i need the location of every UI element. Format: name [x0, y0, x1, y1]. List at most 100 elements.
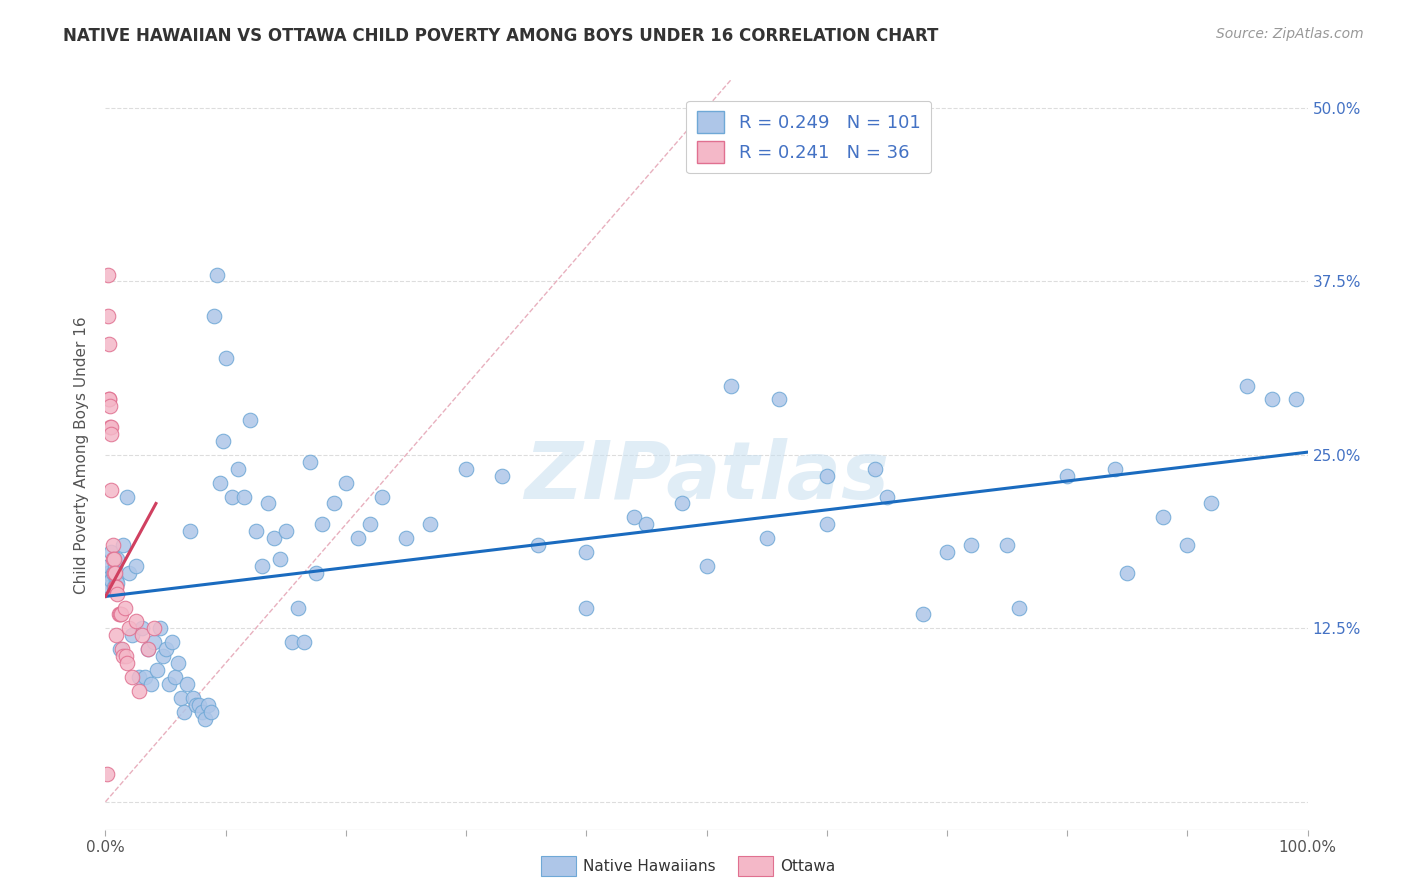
Point [200, 705, 222, 719]
Point [212, 434, 235, 448]
Point [98, 392, 121, 407]
Point [118, 621, 141, 635]
Point [232, 490, 254, 504]
Point [105, 580, 128, 594]
Point [98, 558, 121, 573]
Point [720, 378, 742, 392]
Point [103, 552, 125, 566]
Point [197, 698, 219, 712]
Point [131, 621, 153, 635]
Point [142, 635, 165, 649]
Text: NATIVE HAWAIIAN VS OTTAWA CHILD POVERTY AMONG BOYS UNDER 16 CORRELATION CHART: NATIVE HAWAIIAN VS OTTAWA CHILD POVERTY … [63, 27, 939, 45]
Point [142, 621, 165, 635]
Point [112, 649, 135, 664]
Point [281, 635, 304, 649]
Point [911, 607, 934, 622]
Point [121, 670, 143, 684]
Point [263, 531, 285, 545]
Point [124, 558, 146, 573]
Point [148, 621, 170, 635]
Point [100, 573, 122, 587]
Point [98, 580, 121, 594]
Point [139, 677, 162, 691]
Point [214, 351, 236, 365]
Point [173, 705, 195, 719]
Point [107, 587, 129, 601]
Point [623, 510, 645, 524]
Point [311, 517, 333, 532]
Point [134, 670, 156, 684]
Point [995, 538, 1018, 552]
Point [527, 538, 550, 552]
Point [97, 309, 120, 323]
Text: Ottawa: Ottawa [780, 859, 835, 873]
Point [179, 524, 201, 539]
Point [103, 566, 125, 580]
Point [96, 767, 118, 781]
Point [103, 580, 125, 594]
Point [107, 607, 129, 622]
Point [876, 490, 898, 504]
Point [184, 698, 207, 712]
Point [104, 558, 127, 573]
Point [1260, 392, 1282, 407]
Point [104, 566, 127, 580]
Point [101, 552, 124, 566]
Point [287, 600, 309, 615]
Point [269, 552, 291, 566]
Point [105, 628, 128, 642]
Point [207, 268, 229, 282]
Point [114, 600, 136, 615]
Point [98, 392, 121, 407]
Point [1116, 566, 1139, 580]
Point [98, 400, 121, 414]
Point [115, 490, 138, 504]
Point [419, 517, 441, 532]
Text: Source: ZipAtlas.com: Source: ZipAtlas.com [1216, 27, 1364, 41]
Point [181, 690, 204, 705]
Point [97, 268, 120, 282]
Point [335, 475, 357, 490]
Point [1104, 462, 1126, 476]
Point [105, 573, 128, 587]
Point [1056, 468, 1078, 483]
Point [100, 420, 122, 434]
Point [101, 538, 124, 552]
Point [146, 663, 169, 677]
Point [274, 524, 297, 539]
Point [768, 392, 790, 407]
Point [815, 468, 838, 483]
Point [155, 642, 177, 657]
Point [322, 496, 344, 510]
Point [100, 427, 122, 442]
Point [696, 558, 718, 573]
Point [111, 642, 134, 657]
Point [371, 490, 394, 504]
Point [960, 538, 983, 552]
Point [170, 690, 193, 705]
Point [1008, 600, 1031, 615]
Point [165, 670, 187, 684]
Point [194, 712, 217, 726]
Point [100, 483, 122, 497]
Point [456, 462, 478, 476]
Point [98, 420, 121, 434]
Point [755, 531, 778, 545]
Point [239, 413, 262, 427]
Point [245, 524, 267, 539]
Legend: R = 0.249   N = 101, R = 0.241   N = 36: R = 0.249 N = 101, R = 0.241 N = 36 [686, 101, 931, 173]
Point [136, 642, 159, 657]
Point [1152, 510, 1174, 524]
Point [636, 517, 658, 532]
Point [104, 580, 127, 594]
Point [157, 677, 180, 691]
Point [250, 558, 273, 573]
Point [491, 468, 513, 483]
Point [152, 649, 174, 664]
Point [97, 566, 120, 580]
Point [202, 309, 225, 323]
Point [1236, 378, 1258, 392]
Point [1177, 538, 1199, 552]
Point [190, 705, 212, 719]
Point [166, 656, 188, 670]
